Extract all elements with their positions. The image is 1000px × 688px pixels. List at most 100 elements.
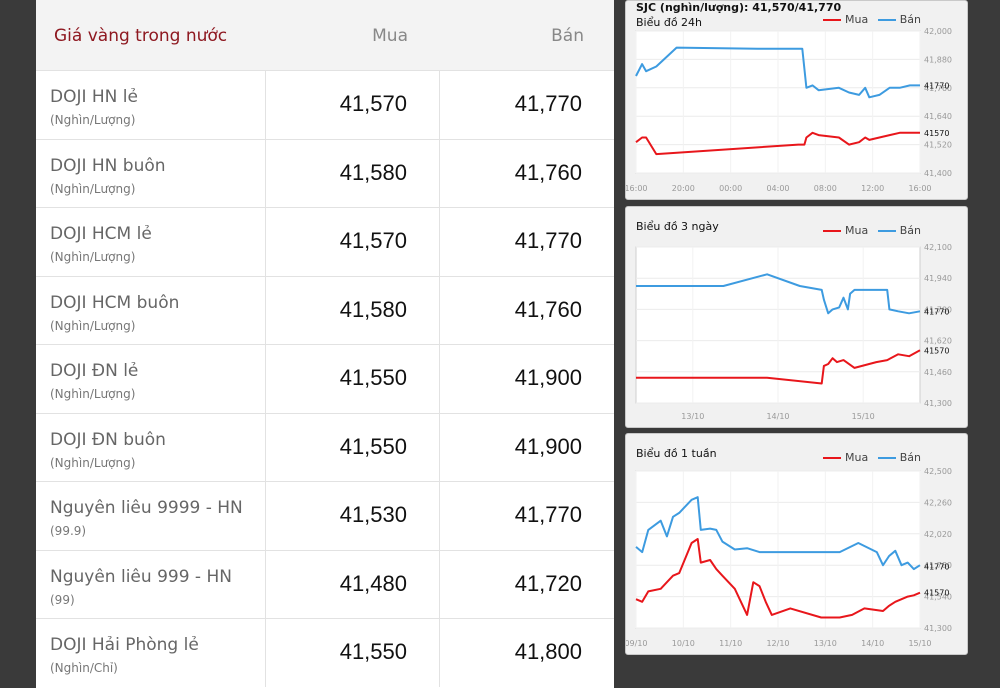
buy-price: 41,580: [339, 296, 407, 322]
product-cell: DOJI HCM buôn (Nghìn/Lượng): [36, 276, 266, 345]
table-row: DOJI HCM lẻ (Nghìn/Lượng) 41,570 41,770: [36, 207, 614, 276]
buy-price-cell: 41,580: [266, 276, 440, 345]
chart-3-days: 42,100 41,940 41,780 41,620 41,460 41,300 13/1…: [625, 206, 968, 428]
table-header: Giá vàng trong nước Mua Bán: [36, 0, 614, 70]
sell-price: 41,900: [514, 433, 582, 459]
table-row: DOJI ĐN lẻ (Nghìn/Lượng) 41,550 41,900: [36, 344, 614, 413]
series-line-sell: [635, 496, 921, 571]
product-name: DOJI ĐN buôn: [50, 429, 166, 450]
chart-1-week: 42,500 42,260 42,020 41,780 41,540 41,300 09/1…: [625, 433, 968, 655]
x-tick-label: 00:00: [719, 184, 742, 193]
x-tick-label: 13/10: [681, 412, 704, 421]
product-unit: (Nghìn/Lượng): [50, 387, 136, 401]
product-cell: DOJI HN lẻ (Nghìn/Lượng): [36, 71, 266, 139]
y-tick-label: 42,500: [924, 467, 952, 476]
product-cell: DOJI ĐN lẻ (Nghìn/Lượng): [36, 345, 266, 413]
sell-price: 41,770: [514, 228, 582, 253]
legend-swatch-buy: [823, 230, 842, 232]
y-tick-label: 41,640: [924, 112, 952, 121]
chart-legend: Mua Bán: [817, 451, 921, 464]
y-tick-label: 41,300: [924, 399, 952, 408]
x-tick-label: 08:00: [814, 184, 837, 193]
legend-swatch-sell: [877, 230, 896, 232]
sell-column-header: Bán: [551, 26, 584, 46]
buy-price-cell: 41,550: [266, 619, 440, 687]
buy-price: 41,550: [339, 433, 407, 459]
sell-price-cell: 41,760: [440, 277, 614, 345]
chart-title: Biểu đồ 24h: [636, 16, 703, 29]
y-tick-label: 41,300: [924, 624, 952, 633]
legend-buy-label: Mua: [845, 224, 869, 237]
x-tick-label: 14/10: [766, 412, 789, 421]
x-tick-label: 09/10: [626, 639, 648, 648]
legend-swatch-buy: [823, 19, 842, 21]
x-tick-label: 16:00: [626, 184, 648, 193]
product-cell: DOJI ĐN buôn (Nghìn/Lượng): [36, 413, 266, 482]
x-tick-label: 14/10: [861, 639, 884, 648]
y-tick-label: 42,000: [924, 27, 952, 36]
product-unit: (Nghìn/Lượng): [50, 318, 136, 333]
x-tick-label: 15/10: [908, 639, 931, 648]
buy-price-cell: 41,550: [266, 413, 440, 482]
x-tick-label: 16:00: [908, 184, 931, 193]
chart-title: Biểu đồ 1 tuần: [636, 447, 717, 460]
product-name: DOJI HN lẻ: [50, 87, 138, 107]
product-name: Nguyên liêu 9999 - HN: [50, 498, 243, 518]
legend-sell-label: Bán: [899, 224, 921, 237]
y-tick-label: 41,540: [924, 593, 952, 602]
last-buy-label: 41570: [924, 589, 949, 598]
y-tick-label: 41,940: [924, 274, 952, 283]
x-tick-label: 11/10: [719, 639, 742, 648]
sell-price-cell: 41,770: [440, 208, 614, 276]
product-unit: (99): [50, 592, 75, 607]
chart-plot: 42,000 41,880 41,760 41,640 41,520 41,400 16:0…: [626, 27, 952, 193]
chart-plot: 42,100 41,940 41,780 41,620 41,460 41,300 13/1…: [635, 243, 952, 421]
last-sell-label: 41770: [924, 81, 949, 90]
product-cell: DOJI HN buôn (Nghìn/Lượng): [36, 139, 266, 208]
y-tick-label: 41,780: [924, 561, 952, 570]
legend-sell-label: Bán: [899, 451, 921, 464]
sell-price: 41,770: [514, 91, 582, 116]
buy-column-header: Mua: [372, 26, 408, 46]
table-row: Nguyên liêu 999 - HN (99) 41,480 41,720: [36, 549, 614, 619]
buy-price: 41,530: [339, 502, 407, 527]
buy-price-cell: 41,580: [266, 139, 440, 208]
series-line-sell: [635, 46, 920, 99]
chart-legend: Mua Bán: [817, 13, 921, 26]
legend-buy-label: Mua: [845, 451, 869, 464]
sell-price-cell: 41,760: [440, 140, 614, 208]
product-unit: (Nghìn/Chỉ): [50, 661, 118, 675]
legend-swatch-sell: [877, 19, 896, 21]
last-buy-label: 41570: [924, 129, 949, 138]
product-unit: (Nghìn/Lượng): [50, 250, 136, 264]
x-tick-label: 20:00: [672, 184, 695, 193]
y-tick-label: 41,880: [924, 55, 952, 64]
product-cell: Nguyên liêu 999 - HN (99): [36, 550, 266, 619]
legend-swatch-buy: [823, 457, 842, 459]
product-cell: DOJI Hải Phòng lẻ (Nghìn/Chỉ): [36, 619, 266, 687]
buy-price: 41,550: [339, 365, 407, 390]
buy-price: 41,480: [339, 570, 407, 596]
table-row: DOJI HCM buôn (Nghìn/Lượng) 41,580 41,760: [36, 275, 614, 345]
sell-price-cell: 41,770: [440, 482, 614, 550]
buy-price: 41,570: [339, 91, 407, 116]
y-tick-label: 41,520: [924, 141, 952, 150]
y-tick-label: 41,760: [924, 84, 952, 93]
sell-price-cell: 41,900: [440, 414, 614, 482]
chart-plot: 42,500 42,260 42,020 41,780 41,540 41,300 09/1…: [626, 467, 952, 648]
product-cell: Nguyên liêu 9999 - HN (99.9): [36, 482, 266, 550]
sell-price: 41,720: [514, 570, 582, 596]
y-tick-label: 41,400: [924, 169, 952, 178]
sell-price-cell: 41,770: [440, 71, 614, 139]
product-name: DOJI HCM buôn: [50, 292, 180, 313]
buy-price-cell: 41,570: [266, 208, 440, 276]
chart-title: Biểu đồ 3 ngày: [636, 220, 719, 233]
x-tick-label: 15/10: [852, 412, 875, 421]
buy-price-cell: 41,530: [266, 482, 440, 550]
legend-swatch-sell: [877, 457, 896, 459]
x-tick-label: 13/10: [814, 639, 837, 648]
product-name: DOJI ĐN lẻ: [50, 361, 139, 381]
sell-price-cell: 41,800: [440, 619, 614, 687]
y-tick-label: 41,620: [924, 337, 952, 346]
legend-buy-label: Mua: [845, 13, 869, 26]
